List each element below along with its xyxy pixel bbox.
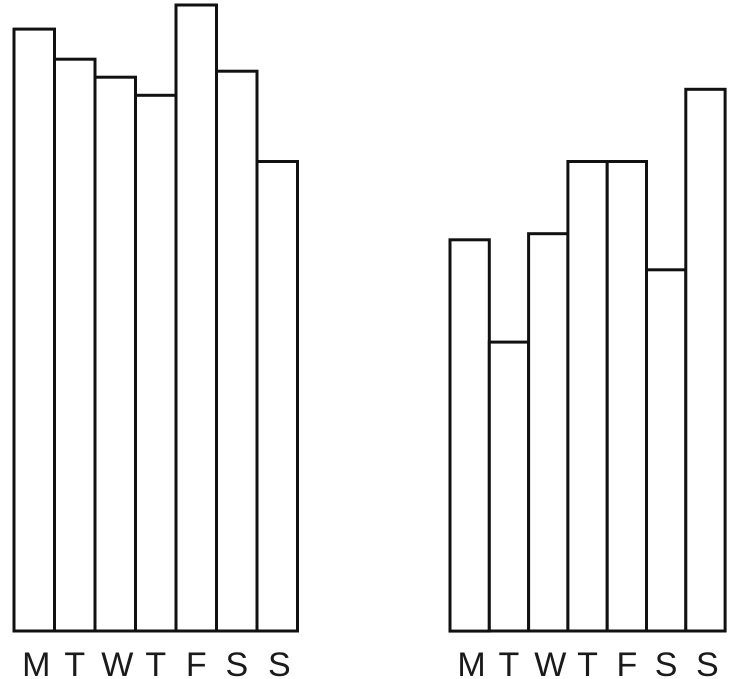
tick-label-right-2: W (534, 646, 566, 679)
bar-left-0 (12, 27, 56, 633)
tick-label-right-5: S (655, 646, 678, 679)
tick-label-left-5: S (225, 646, 248, 679)
bar-right-0 (448, 238, 491, 633)
bar-right-1 (487, 340, 531, 633)
tick-label-right-6: S (696, 646, 719, 679)
bar-right-5 (645, 268, 688, 633)
tick-label-right-0: M (457, 646, 485, 679)
bar-right-6 (684, 87, 727, 633)
tick-label-left-2: W (101, 646, 133, 679)
tick-label-left-4: F (186, 646, 207, 679)
tick-label-right-1: T (499, 646, 520, 679)
bar-right-4 (605, 160, 649, 633)
tick-label-left-1: T (64, 646, 85, 679)
bar-right-2 (527, 232, 570, 633)
tick-label-right-4: F (617, 646, 638, 679)
bar-left-4 (174, 3, 218, 633)
tick-label-right-3: T (577, 646, 598, 679)
bar-right-3 (566, 160, 609, 633)
tick-label-left-0: M (22, 646, 50, 679)
bar-left-5 (215, 69, 259, 633)
bar-left-1 (53, 57, 97, 633)
bar-left-3 (134, 93, 178, 633)
bar-left-6 (255, 160, 299, 633)
bar-left-2 (93, 75, 137, 633)
tick-label-left-3: T (145, 646, 166, 679)
tick-label-left-6: S (268, 646, 291, 679)
